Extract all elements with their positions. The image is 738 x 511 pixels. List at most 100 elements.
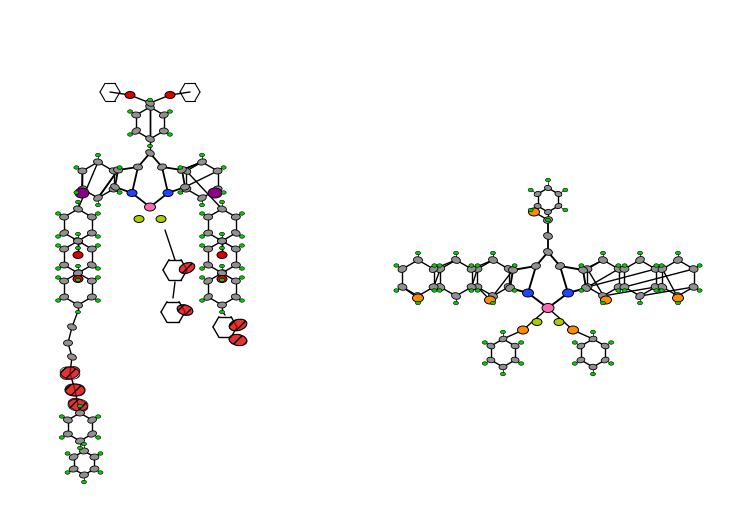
Ellipse shape — [60, 230, 69, 236]
Ellipse shape — [398, 266, 407, 272]
Ellipse shape — [95, 276, 100, 279]
Ellipse shape — [145, 100, 154, 106]
Ellipse shape — [198, 195, 207, 201]
Ellipse shape — [487, 343, 494, 349]
Ellipse shape — [429, 284, 438, 290]
Ellipse shape — [204, 262, 213, 268]
Ellipse shape — [614, 266, 623, 272]
Ellipse shape — [145, 136, 154, 142]
Ellipse shape — [199, 153, 204, 157]
Ellipse shape — [583, 266, 592, 272]
Ellipse shape — [88, 417, 97, 423]
Ellipse shape — [511, 343, 519, 349]
Ellipse shape — [528, 208, 539, 216]
Ellipse shape — [63, 417, 72, 423]
Ellipse shape — [75, 278, 80, 282]
Ellipse shape — [487, 357, 495, 363]
Ellipse shape — [475, 264, 480, 267]
Ellipse shape — [654, 289, 659, 292]
Ellipse shape — [675, 251, 680, 255]
Ellipse shape — [528, 188, 533, 192]
Ellipse shape — [213, 168, 222, 174]
Ellipse shape — [599, 257, 607, 263]
Ellipse shape — [75, 410, 84, 416]
Ellipse shape — [620, 266, 629, 272]
Ellipse shape — [467, 266, 476, 272]
Ellipse shape — [65, 452, 70, 455]
Ellipse shape — [512, 289, 517, 292]
Ellipse shape — [689, 266, 698, 272]
Ellipse shape — [506, 285, 514, 291]
Ellipse shape — [500, 330, 506, 334]
Ellipse shape — [68, 354, 77, 360]
Ellipse shape — [81, 442, 86, 446]
Ellipse shape — [59, 436, 64, 439]
Ellipse shape — [55, 212, 61, 215]
Ellipse shape — [199, 267, 204, 270]
Ellipse shape — [394, 264, 399, 267]
Ellipse shape — [609, 341, 614, 344]
Ellipse shape — [239, 235, 244, 238]
Ellipse shape — [697, 264, 702, 267]
Ellipse shape — [81, 480, 86, 484]
Ellipse shape — [88, 431, 97, 437]
Ellipse shape — [168, 110, 173, 113]
Ellipse shape — [213, 186, 222, 192]
Ellipse shape — [179, 263, 195, 273]
Ellipse shape — [78, 186, 87, 192]
Ellipse shape — [182, 186, 191, 192]
Ellipse shape — [469, 289, 474, 292]
Ellipse shape — [519, 341, 524, 344]
Ellipse shape — [128, 133, 133, 136]
Ellipse shape — [452, 293, 461, 299]
Ellipse shape — [131, 112, 141, 118]
Ellipse shape — [413, 294, 424, 302]
Ellipse shape — [218, 302, 227, 308]
Ellipse shape — [75, 246, 80, 250]
Ellipse shape — [504, 266, 513, 272]
Ellipse shape — [609, 362, 614, 365]
Ellipse shape — [544, 249, 553, 256]
Ellipse shape — [622, 264, 627, 267]
Ellipse shape — [582, 285, 590, 291]
Ellipse shape — [95, 244, 100, 247]
Ellipse shape — [94, 159, 103, 165]
Ellipse shape — [204, 278, 213, 284]
Ellipse shape — [415, 251, 421, 255]
Ellipse shape — [61, 366, 80, 380]
Ellipse shape — [55, 267, 61, 270]
Ellipse shape — [219, 278, 224, 282]
Ellipse shape — [55, 244, 61, 247]
Ellipse shape — [589, 364, 597, 370]
Ellipse shape — [601, 343, 609, 349]
Ellipse shape — [675, 301, 680, 305]
Ellipse shape — [128, 110, 133, 113]
Ellipse shape — [491, 301, 495, 305]
Ellipse shape — [599, 293, 607, 299]
Ellipse shape — [231, 262, 241, 268]
Ellipse shape — [672, 294, 683, 302]
Ellipse shape — [583, 284, 592, 290]
Ellipse shape — [432, 264, 437, 267]
Ellipse shape — [117, 166, 123, 169]
Ellipse shape — [579, 289, 584, 292]
Ellipse shape — [239, 299, 244, 302]
Ellipse shape — [74, 166, 79, 169]
Ellipse shape — [545, 185, 551, 191]
Ellipse shape — [239, 267, 244, 270]
Ellipse shape — [74, 238, 83, 244]
Ellipse shape — [239, 244, 244, 247]
Ellipse shape — [635, 257, 644, 264]
Ellipse shape — [620, 284, 629, 290]
Ellipse shape — [109, 186, 118, 192]
Ellipse shape — [63, 431, 72, 437]
Ellipse shape — [219, 200, 224, 204]
Ellipse shape — [453, 251, 458, 255]
Ellipse shape — [545, 178, 551, 182]
Ellipse shape — [512, 264, 517, 267]
Ellipse shape — [674, 293, 683, 299]
Ellipse shape — [219, 310, 224, 314]
Ellipse shape — [75, 438, 84, 444]
Ellipse shape — [148, 144, 153, 148]
Ellipse shape — [534, 203, 541, 208]
